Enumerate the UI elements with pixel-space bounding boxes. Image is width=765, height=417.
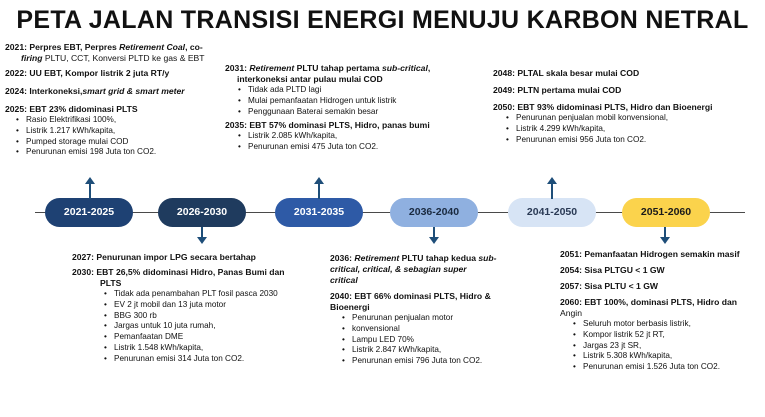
milestone-2030-list: Tidak ada penambahan PLT fosil pasca 203… (99, 289, 317, 365)
milestone-text-italic: Retirement (354, 253, 400, 263)
arrow-down-icon (660, 227, 670, 244)
timeline: 2021-2025 2026-2030 2031-2035 2036-2040 … (0, 198, 765, 228)
bullet-item: Listrik 4.299 kWh/kapita, (501, 124, 753, 135)
milestone-2025: 2025: EBT 23% didominasi PLTS (5, 104, 138, 114)
milestone-2035-list: Listrik 2.085 kWh/kapita,Penurunan emisi… (233, 131, 470, 153)
bullet-item: Seluruh motor berbasis listrik, (568, 319, 762, 330)
milestones-2021-2025: 2021: Perpres EBT, Perpres Retirement Co… (5, 42, 230, 158)
period-2031-2035: 2031-2035 (275, 198, 363, 227)
bullet-item: Jargas untuk 10 juta rumah, (99, 321, 317, 332)
bullet-item: Tidak ada penambahan PLT fosil pasca 203… (99, 289, 317, 300)
bullet-item: Mulai pemanfaatan Hidrogen untuk listrik (233, 96, 470, 107)
period-2021-2025: 2021-2025 (45, 198, 133, 227)
bullet-item: Penurunan penjualan mobil konvensional, (501, 113, 753, 124)
bullet-item: Pemanfaatan DME (99, 332, 317, 343)
milestone-text-italic: Retirement Coal (119, 42, 186, 52)
milestone-2035: 2035: EBT 57% dominasi PLTS, Hidro, pana… (225, 120, 430, 131)
period-2036-2040: 2036-2040 (390, 198, 478, 227)
arrow-down-icon (429, 227, 439, 244)
milestone-2036-cont: critical, critical, & sebagian super (330, 264, 530, 275)
milestone-text-italic: smart grid & smart meter (82, 86, 185, 96)
milestone-text-italic: critical (330, 275, 358, 285)
page-title: PETA JALAN TRANSISI ENERGI MENUJU KARBON… (16, 6, 749, 34)
milestone-2031: 2031: Retirement PLTU tahap pertama sub-… (225, 63, 431, 73)
arrow-down-icon (197, 227, 207, 244)
milestone-text: 2021: Perpres EBT, Perpres (5, 42, 120, 52)
milestone-2030: 2030: EBT 26,5% didominasi Hidro, Panas … (72, 267, 285, 277)
bullet-item: Penurunan emisi 796 Juta ton CO2. (337, 356, 530, 367)
milestones-2051-2060: 2051: Pemanfaatan Hidrogen semakin masif… (560, 249, 762, 373)
milestone-2049: 2049: PLTN pertama mulai COD (493, 85, 622, 95)
bullet-item: Listrik 5.308 kWh/kapita, (568, 351, 762, 362)
milestone-2048: 2048: PLTAL skala besar mulai COD (493, 68, 640, 78)
milestone-text-italic: firing (21, 53, 43, 63)
bullet-item: Penurunan emisi 1.526 Juta ton CO2. (568, 362, 762, 373)
milestone-2060-cont: Angin (560, 308, 582, 318)
milestone-2057: 2057: Sisa PLTU < 1 GW (560, 281, 658, 291)
milestone-text-italic: Retirement (249, 63, 295, 73)
milestone-text: PLTU, CCT, Konversi PLTD ke gas & EBT (42, 53, 205, 63)
bullet-item: Penurunan emisi 956 Juta ton CO2. (501, 135, 753, 146)
milestone-text: PLTU tahap kedua (399, 253, 479, 263)
milestone-text: , co- (185, 42, 203, 52)
milestones-2036-2040: 2036: Retirement PLTU tahap kedua sub- c… (330, 253, 530, 367)
bullet-item: Penurunan emisi 198 Juta ton CO2. (11, 147, 230, 158)
milestone-2031-cont: interkoneksi antar pulau mulai COD (237, 74, 383, 84)
bullet-item: Penggunaan Baterai semakin besar (233, 107, 470, 118)
bullet-item: Rasio Elektrifikasi 100%, (11, 115, 230, 126)
bullet-item: Pumped storage mulai COD (11, 137, 230, 148)
milestone-2050: 2050: EBT 93% didominasi PLTS, Hidro dan… (493, 102, 713, 112)
bullet-item: BBG 300 rb (99, 311, 317, 322)
milestone-2040-cont: Bioenergi (330, 302, 370, 312)
bullet-item: konvensional (337, 324, 530, 335)
bullet-item: Penurunan emisi 314 Juta ton CO2. (99, 354, 317, 365)
milestone-2036: 2036: Retirement PLTU tahap kedua sub- (330, 253, 530, 264)
period-2026-2030: 2026-2030 (158, 198, 246, 227)
milestone-text-italic: sub- (478, 253, 497, 263)
bullet-item: Listrik 1.548 kWh/kapita, (99, 343, 317, 354)
milestone-text-italic: sub-critical (381, 63, 428, 73)
milestone-2025-list: Rasio Elektrifikasi 100%,Listrik 1.217 k… (11, 115, 230, 158)
milestone-text: 2036: (330, 253, 355, 263)
milestone-2024: 2024: Interkoneksi,smart grid & smart me… (5, 86, 230, 97)
milestone-text: PLTU tahap pertama (294, 63, 382, 73)
arrow-up-icon (547, 177, 557, 199)
milestone-2021-cont: firing PLTU, CCT, Konversi PLTD ke gas &… (5, 53, 230, 64)
bullet-item: EV 2 jt mobil dan 13 juta motor (99, 300, 317, 311)
period-2041-2050: 2041-2050 (508, 198, 596, 227)
bullet-item: Listrik 2.847 kWh/kapita, (337, 345, 530, 356)
arrow-up-icon (85, 177, 95, 199)
bullet-item: Penurunan penjualan motor (337, 313, 530, 324)
bullet-item: Tidak ada PLTD lagi (233, 85, 470, 96)
milestone-2030-cont: PLTS (100, 278, 122, 288)
bullet-item: Penurunan emisi 475 Juta ton CO2. (233, 142, 470, 153)
milestone-2027: 2027: Penurunan impor LPG secara bertaha… (72, 252, 256, 262)
bullet-item: Listrik 2.085 kWh/kapita, (233, 131, 470, 142)
milestone-2050-list: Penurunan penjualan mobil konvensional,L… (501, 113, 753, 145)
milestone-2060-list: Seluruh motor berbasis listrik,Kompor li… (568, 319, 762, 373)
milestones-2041-2050: 2048: PLTAL skala besar mulai COD 2049: … (493, 68, 753, 145)
milestones-2031-2035: 2031: Retirement PLTU tahap pertama sub-… (225, 63, 470, 153)
milestones-2026-2030: 2027: Penurunan impor LPG secara bertaha… (72, 252, 317, 365)
bullet-item: Kompor listrik 52 jt RT, (568, 330, 762, 341)
bullet-item: Listrik 1.217 kWh/kapita, (11, 126, 230, 137)
milestone-2036-cont2: critical (330, 275, 530, 286)
milestone-text-italic: critical, critical, & sebagian super (330, 264, 467, 274)
milestone-2060: 2060: EBT 100%, dominasi PLTS, Hidro dan (560, 297, 738, 307)
period-2051-2060: 2051-2060 (622, 198, 710, 227)
milestone-2021: 2021: Perpres EBT, Perpres Retirement Co… (5, 42, 230, 53)
milestone-text: 2024: Interkoneksi, (5, 86, 83, 96)
arrow-up-icon (314, 177, 324, 199)
bullet-item: Jargas 23 jt SR, (568, 341, 762, 352)
milestone-2022: 2022: UU EBT, Kompor listrik 2 juta RT/y (5, 68, 170, 78)
milestone-text: 2031: (225, 63, 250, 73)
milestone-2040: 2040: EBT 66% dominasi PLTS, Hidro & (330, 291, 491, 301)
milestone-2040-list: Penurunan penjualan motorkonvensionalLam… (337, 313, 530, 367)
milestone-2054: 2054: Sisa PLTGU < 1 GW (560, 265, 665, 275)
bullet-item: Lampu LED 70% (337, 335, 530, 346)
milestone-2031-list: Tidak ada PLTD lagiMulai pemanfaatan Hid… (233, 85, 470, 117)
milestone-2051: 2051: Pemanfaatan Hidrogen semakin masif (560, 249, 740, 259)
